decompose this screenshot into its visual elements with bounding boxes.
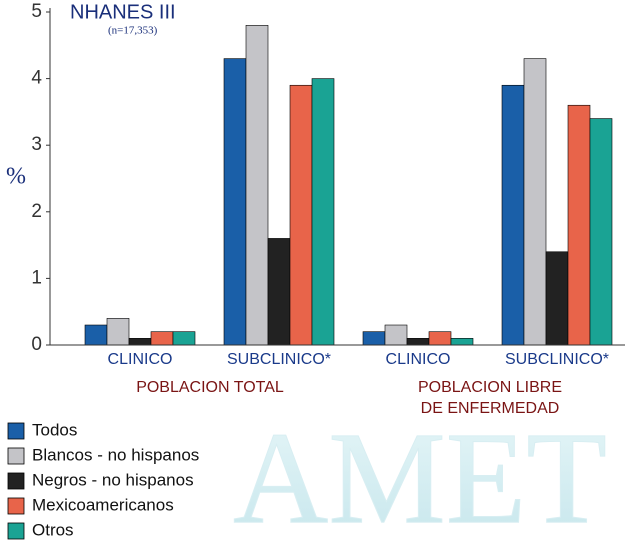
watermark: AMET bbox=[233, 404, 607, 551]
bar bbox=[589, 118, 613, 346]
y-tick-label: 3 bbox=[31, 134, 42, 155]
group-label: POBLACION LIBRE bbox=[418, 379, 562, 396]
bar bbox=[84, 324, 108, 346]
bar bbox=[245, 25, 269, 346]
chart-title: NHANES III bbox=[70, 1, 176, 23]
legend-label: Todos bbox=[32, 420, 77, 439]
legend-swatch bbox=[7, 522, 25, 540]
bar bbox=[106, 318, 130, 346]
legend-label: Mexicoamericanos bbox=[32, 495, 174, 514]
group-label: POBLACION TOTAL bbox=[136, 379, 284, 396]
bar bbox=[128, 338, 152, 346]
x-tick-label: CLINICO bbox=[386, 351, 451, 368]
bar bbox=[289, 84, 313, 346]
bar bbox=[150, 331, 174, 346]
legend-swatch bbox=[7, 422, 25, 440]
y-tick-label: 5 bbox=[31, 1, 42, 22]
y-tick-label: 1 bbox=[31, 267, 42, 288]
group-label: DE ENFERMEDAD bbox=[421, 400, 560, 417]
chart-subtitle: (n=17,353) bbox=[108, 25, 158, 37]
bar bbox=[311, 78, 335, 346]
bar bbox=[223, 58, 247, 346]
bar bbox=[567, 104, 591, 346]
bar bbox=[406, 338, 430, 346]
legend-label: Blancos - no hispanos bbox=[32, 445, 199, 464]
bar bbox=[384, 324, 408, 346]
y-tick-label: 4 bbox=[31, 68, 42, 89]
legend-label: Negros - no hispanos bbox=[32, 470, 194, 489]
bar bbox=[545, 251, 569, 346]
legend-swatch bbox=[7, 472, 25, 490]
y-axis-label: % bbox=[6, 164, 26, 190]
legend-swatch bbox=[7, 497, 25, 515]
legend-swatch bbox=[7, 447, 25, 465]
x-tick-label: CLINICO bbox=[108, 351, 173, 368]
y-tick-label: 2 bbox=[31, 201, 42, 222]
legend-label: Otros bbox=[32, 520, 74, 539]
x-tick-label: SUBCLINICO* bbox=[227, 351, 331, 368]
bar bbox=[523, 58, 547, 346]
bar bbox=[362, 331, 386, 346]
bar bbox=[501, 84, 525, 346]
x-tick-label: SUBCLINICO* bbox=[505, 351, 609, 368]
y-tick-label: 0 bbox=[31, 334, 42, 355]
bar bbox=[428, 331, 452, 346]
bar bbox=[267, 238, 291, 346]
bar bbox=[450, 338, 474, 346]
bar bbox=[172, 331, 196, 346]
